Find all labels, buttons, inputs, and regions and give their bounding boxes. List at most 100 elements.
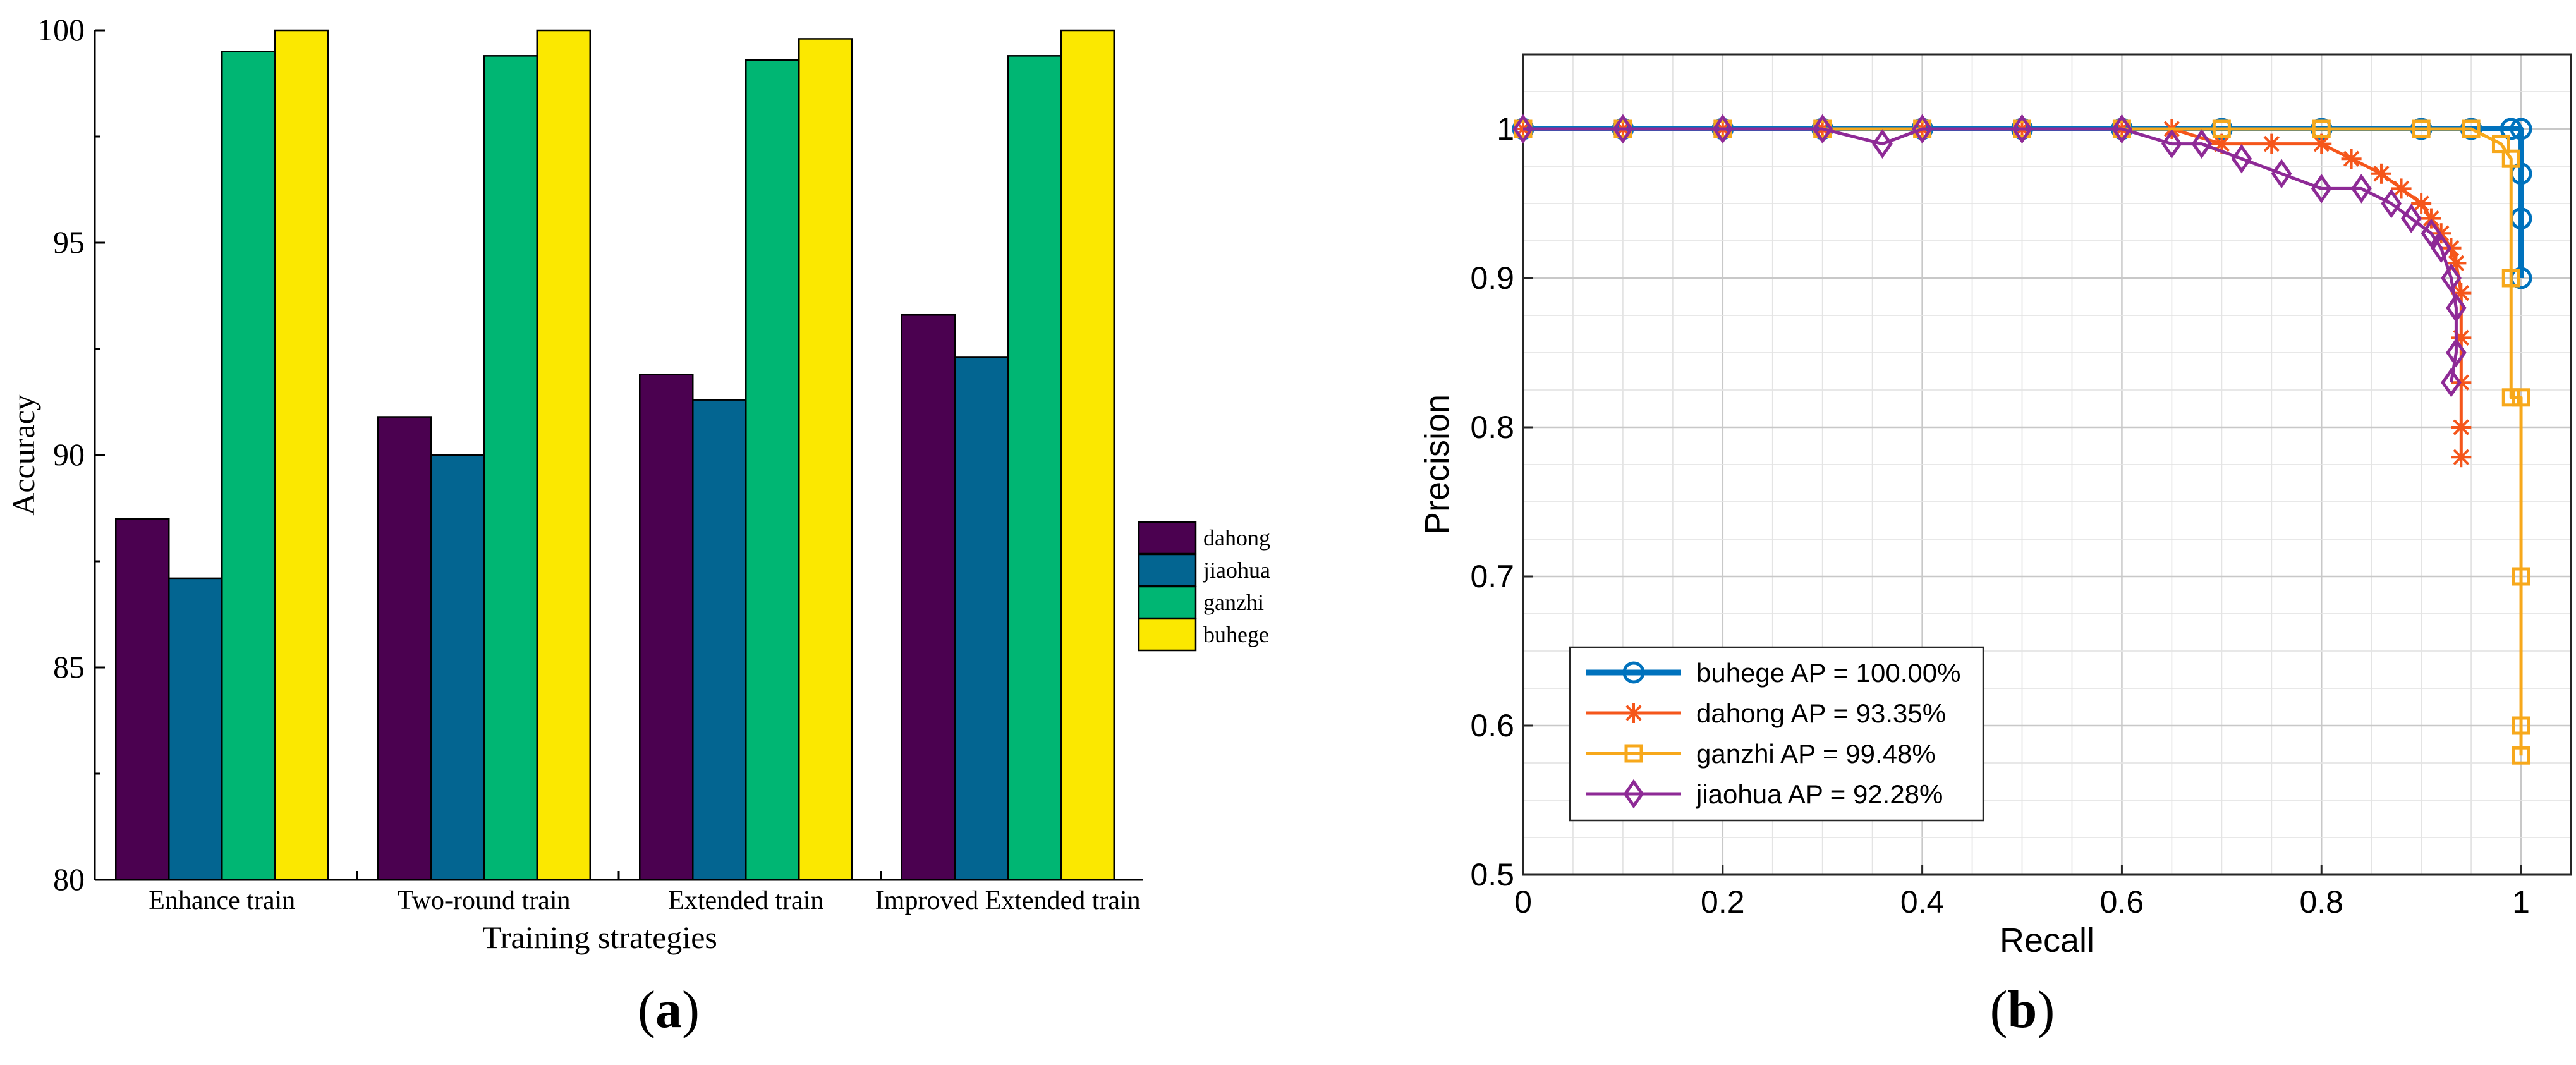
data-point-jiaohua (2381, 188, 2402, 219)
y-tick-label: 1 (1497, 111, 1514, 147)
legend-label-jiaohua: jiaohua AP = 92.28% (1695, 779, 1943, 809)
data-point-ganzhi (2491, 135, 2510, 154)
bar-buhege-4 (1060, 29, 1115, 881)
data-point-ganzhi (2512, 746, 2530, 765)
marker-stroke (2263, 135, 2280, 152)
data-point-ganzhi (2212, 119, 2231, 138)
data-point-jiaohua (2012, 114, 2032, 144)
x-tick-label: Enhance train (149, 886, 295, 915)
data-point-ganzhi (2412, 119, 2431, 138)
series-dahong (1513, 119, 2472, 468)
pr-line-jiaohua (1523, 127, 2458, 383)
data-point-jiaohua (2161, 129, 2182, 159)
bar-ganzhi-2 (483, 55, 538, 881)
legend-marker-buhege (1622, 661, 1645, 684)
marker-stroke (2313, 135, 2330, 152)
bar-ganzhi-3 (745, 59, 800, 881)
data-point-jiaohua (2271, 159, 2292, 189)
bar-dahong-3 (639, 374, 694, 881)
data-point-jiaohua (1612, 114, 1634, 144)
bar-dahong-1 (115, 518, 170, 881)
x-tick-label: 0.2 (1701, 884, 1745, 920)
legend-marker-dahong (1624, 703, 1644, 723)
bar-buhege-2 (536, 29, 591, 881)
pr-curve-panel: (b) 0 0.2 0.4 0.6 0.8 1 0.5 0.6 0.7 0.8 0.9 1 Recall… (1418, 53, 2572, 1039)
marker-stroke (2343, 150, 2360, 167)
plot-frame (1522, 53, 2572, 876)
y-tick-label: 85 (53, 649, 85, 685)
panel-label-a-paren: (a) (638, 980, 700, 1039)
data-point-dahong (2446, 253, 2467, 274)
panel-label-b-paren: (b) (1990, 980, 2055, 1039)
data-point-dahong (2421, 208, 2441, 229)
data-point-ganzhi (2512, 388, 2530, 407)
marker-stroke (2413, 195, 2429, 212)
marker-stroke (2423, 210, 2439, 227)
data-point-ganzhi (2501, 149, 2520, 168)
data-point-ganzhi (2512, 716, 2530, 735)
legend-swatch-jiaohua (1138, 553, 1197, 587)
data-point-jiaohua (2111, 114, 2132, 144)
legend-swatch-dahong (1138, 521, 1197, 555)
panel-label-b: b (2008, 980, 2038, 1039)
bar-buhege-1 (274, 29, 329, 881)
data-point-jiaohua (2446, 338, 2467, 368)
data-point-jiaohua (1912, 114, 1933, 144)
legend-swatch-ganzhi (1138, 585, 1197, 619)
bar-ganzhi-4 (1007, 55, 1062, 881)
x-axis-label: Recall (2000, 922, 2094, 959)
y-tick-label: 0.8 (1470, 410, 1514, 445)
panel-label-a: a (655, 980, 682, 1039)
legend-label-dahong: dahong (1203, 525, 1270, 551)
data-point-ganzhi (2501, 269, 2520, 288)
data-point-jiaohua (2431, 233, 2452, 264)
bar-jiaohua-4 (954, 356, 1009, 881)
bar-dahong-4 (901, 313, 956, 881)
x-tick-label: Two-round train (398, 886, 571, 915)
x-tick-label: Improved Extended train (875, 886, 1141, 915)
data-point-dahong (2341, 149, 2362, 169)
data-point-jiaohua (2231, 143, 2252, 174)
data-point-dahong (2451, 447, 2472, 468)
data-point-jiaohua (2421, 218, 2442, 248)
y-tick-label: 0.7 (1470, 559, 1514, 594)
legend-label-jiaohua: jiaohua (1202, 557, 1270, 583)
data-point-jiaohua (2441, 263, 2462, 293)
legend-label-buhege: buhege AP = 100.00% (1696, 658, 1960, 688)
y-tick-label: 90 (53, 437, 85, 472)
bar-dahong-2 (377, 416, 432, 881)
x-axis-label: Training strategies (482, 920, 717, 955)
data-point-dahong (2261, 133, 2282, 154)
data-point-jiaohua (1812, 114, 1833, 144)
y-tick-label: 100 (37, 12, 85, 47)
data-point-jiaohua (2446, 293, 2467, 323)
y-axis-label: Accuracy (6, 394, 41, 516)
marker-stroke (2373, 166, 2390, 182)
series-jiaohua (1512, 114, 2467, 398)
legend-marker-ganzhi (1624, 744, 1643, 763)
bar-ganzhi-1 (221, 51, 276, 881)
data-point-ganzhi (2462, 119, 2481, 138)
y-axis-label: Precision (1418, 394, 1456, 535)
marker-stroke (2393, 180, 2410, 197)
bar-jiaohua-1 (168, 577, 223, 881)
legend-label-dahong: dahong AP = 93.35% (1696, 698, 1946, 728)
data-point-dahong (2391, 178, 2412, 199)
x-tick-label: 0.6 (2100, 884, 2144, 920)
legend-label-buhege: buhege (1203, 622, 1269, 647)
bar-jiaohua-3 (692, 399, 747, 881)
legend-marker-jiaohua (1623, 779, 1644, 809)
data-point-jiaohua (1712, 114, 1734, 144)
data-point-dahong (2371, 163, 2391, 184)
data-point-buhege (2500, 118, 2522, 140)
y-tick-label: 95 (53, 224, 85, 260)
y-tick-label: 0.5 (1470, 857, 1514, 892)
data-point-buhege (2510, 118, 2532, 140)
data-point-jiaohua (2351, 174, 2372, 204)
legend-label-ganzhi: ganzhi (1203, 590, 1264, 615)
data-point-dahong (2411, 193, 2432, 214)
data-point-jiaohua (2441, 367, 2462, 398)
bar-buhege-3 (798, 38, 853, 881)
x-tick-label: 0 (1514, 884, 1532, 920)
